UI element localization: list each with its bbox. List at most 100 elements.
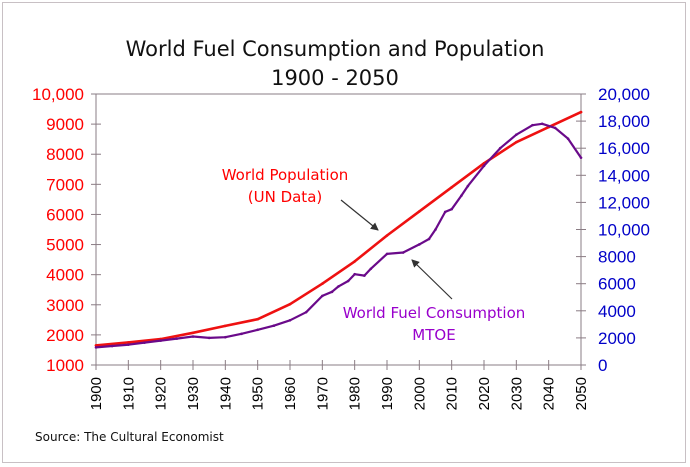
chart-frame: [2, 2, 686, 463]
fuel-consumption-point: [110, 344, 114, 348]
population-line: [94, 110, 583, 347]
population-point: [579, 110, 583, 114]
left-tick-label: 10,000: [32, 85, 84, 104]
x-axis-ticks: 1900 1910 1920 1930 1940 1950 1960 1970 1980 1990…: [88, 360, 590, 410]
fuel-consumption-point: [330, 290, 334, 294]
x-tick-label: 1970: [314, 377, 331, 410]
population-point: [450, 186, 453, 189]
x-tick-label: 1960: [282, 377, 299, 410]
population-point: [256, 317, 259, 321]
population-point: [224, 324, 227, 328]
population-point: [127, 341, 130, 344]
right-tick-label: 0: [598, 356, 607, 375]
left-tick-label: 4000: [46, 266, 84, 285]
population-point: [191, 331, 195, 335]
fuel-consumption-point: [515, 133, 518, 136]
population-point: [515, 140, 518, 144]
chart-subtitle: 1900 - 2050: [271, 66, 399, 90]
annotation-fuel-line1: World Fuel Consumption: [343, 304, 526, 322]
x-tick-label: 1990: [379, 377, 396, 410]
left-axis-ticks: 1000 2000 3000 4000 5000 6000 7000 8000 9000 10,0…: [32, 85, 101, 375]
left-tick-label: 8000: [46, 145, 84, 164]
right-tick-label: 16,000: [598, 139, 650, 158]
fuel-consumption-point: [288, 318, 292, 322]
fuel-consumption-point: [143, 341, 146, 344]
fuel-consumption-point: [466, 184, 470, 188]
right-axis-ticks: 0 2000 4000 6000 8000 10,000 12,000 14,000 16,00…: [576, 85, 650, 375]
annotation-population-line1: World Population: [222, 166, 349, 184]
fuel-consumption-point: [304, 310, 308, 314]
fuel-consumption-point: [272, 324, 276, 328]
fuel-consumption-point: [553, 126, 557, 130]
fuel-consumption-point: [224, 335, 227, 339]
left-tick-label: 1000: [46, 356, 84, 375]
annotation-fuel: World Fuel Consumption MTOE: [343, 259, 526, 344]
left-tick-label: 7000: [46, 175, 84, 194]
fuel-consumption-point: [566, 137, 570, 141]
right-tick-label: 10,000: [598, 221, 650, 240]
x-tick-label: 2000: [411, 377, 428, 410]
source-note: Source: The Cultural Economist: [35, 430, 224, 444]
left-tick-label: 3000: [46, 296, 84, 315]
x-tick-label: 1980: [347, 377, 364, 410]
right-tick-label: 14,000: [598, 166, 650, 185]
x-tick-label: 2040: [541, 377, 558, 410]
right-tick-label: 2000: [598, 329, 636, 348]
fuel-consumption-point: [460, 194, 463, 197]
annotation-fuel-line2: MTOE: [412, 326, 455, 344]
fuel-consumption-line: [94, 122, 583, 349]
population-point: [321, 282, 324, 286]
population-point: [288, 302, 292, 306]
x-tick-label: 1940: [217, 377, 234, 410]
axes: [95, 93, 582, 366]
chart-title: World Fuel Consumption and Population: [126, 37, 545, 61]
fuel-consumption-point: [337, 285, 340, 288]
fuel-consumption-point: [385, 252, 389, 256]
population-point: [418, 210, 421, 213]
left-tick-label: 5000: [46, 236, 84, 255]
fuel-consumption-point: [94, 346, 98, 349]
x-tick-label: 1910: [120, 377, 137, 410]
fuel-consumption-point: [256, 328, 259, 332]
fuel-consumption-point: [207, 336, 211, 340]
fuel-consumption-point: [363, 274, 366, 277]
fuel-consumption-point: [175, 337, 179, 340]
fuel-consumption-point: [427, 237, 431, 241]
fuel-consumption-point: [498, 146, 502, 150]
population-point: [353, 260, 356, 263]
fuel-consumption-point: [369, 267, 373, 271]
fuel-consumption-point: [434, 228, 437, 231]
right-tick-label: 12,000: [598, 193, 650, 212]
fuel-consumption-point: [482, 164, 486, 168]
population-point: [385, 234, 389, 237]
fuel-consumption-point: [531, 123, 534, 127]
population-point: [94, 344, 98, 347]
x-tick-label: 2020: [476, 377, 493, 410]
fuel-consumption-point: [450, 207, 453, 211]
annotation-fuel-arrow: [411, 259, 453, 300]
right-tick-label: 20,000: [598, 85, 650, 104]
left-tick-label: 9000: [46, 115, 84, 134]
x-tick-label: 1930: [185, 377, 202, 410]
fuel-consumption-point: [321, 294, 324, 298]
right-tick-label: 18,000: [598, 112, 650, 131]
right-tick-label: 8000: [598, 248, 636, 267]
x-tick-label: 1950: [250, 377, 267, 410]
x-tick-label: 2050: [573, 377, 590, 410]
right-tick-label: 4000: [598, 302, 636, 321]
fuel-consumption-point: [159, 339, 162, 342]
x-tick-label: 2030: [508, 377, 525, 410]
fuel-consumption-point: [346, 279, 350, 283]
annotation-population-arrow: [340, 199, 379, 231]
x-tick-label: 1900: [88, 377, 105, 410]
fuel-consumption-point: [418, 243, 421, 246]
series-group: [94, 110, 583, 349]
left-tick-label: 2000: [46, 326, 84, 345]
x-tick-label: 2010: [444, 377, 461, 410]
x-tick-label: 1920: [153, 377, 170, 410]
fuel-consumption-point: [353, 272, 356, 276]
left-tick-label: 6000: [46, 205, 84, 224]
fuel-consumption-point: [579, 156, 583, 159]
annotation-population: World Population (UN Data): [222, 166, 379, 231]
